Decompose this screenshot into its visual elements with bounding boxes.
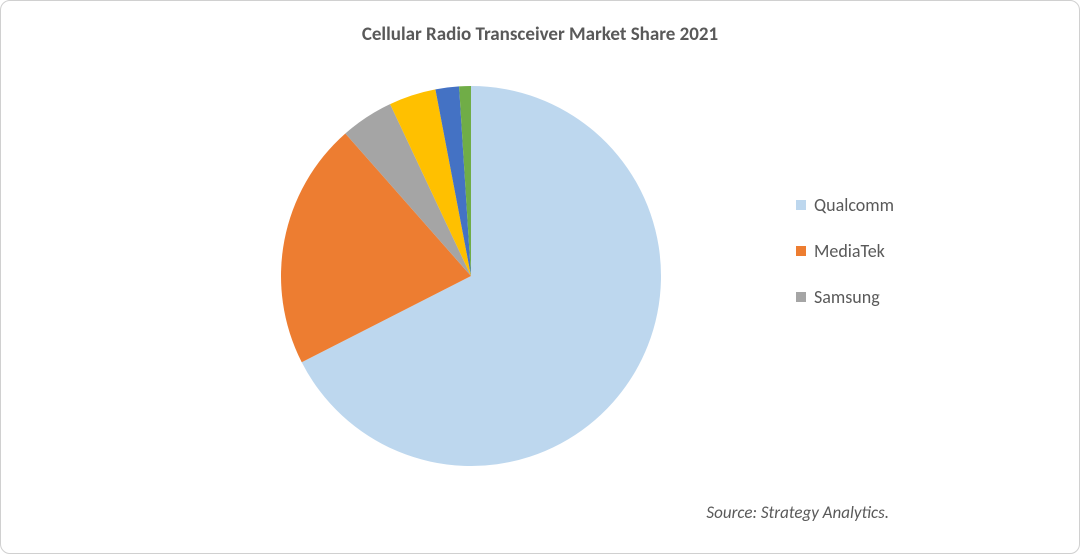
legend-item-mediatek: MediaTek <box>796 242 894 260</box>
legend-label: Qualcomm <box>814 196 894 214</box>
legend-swatch <box>796 200 806 210</box>
legend-swatch <box>796 292 806 302</box>
legend-label: Samsung <box>814 288 880 306</box>
legend-label: MediaTek <box>814 242 885 260</box>
legend-item-qualcomm: Qualcomm <box>796 196 894 214</box>
pie-chart <box>281 86 661 466</box>
pie-svg <box>281 86 661 466</box>
legend-swatch <box>796 246 806 256</box>
source-text: Source: Strategy Analytics. <box>706 502 889 523</box>
legend-item-samsung: Samsung <box>796 288 894 306</box>
legend: Qualcomm MediaTek Samsung <box>796 196 894 334</box>
chart-container: Cellular Radio Transceiver Market Share … <box>0 0 1080 554</box>
chart-title: Cellular Radio Transceiver Market Share … <box>1 23 1079 46</box>
